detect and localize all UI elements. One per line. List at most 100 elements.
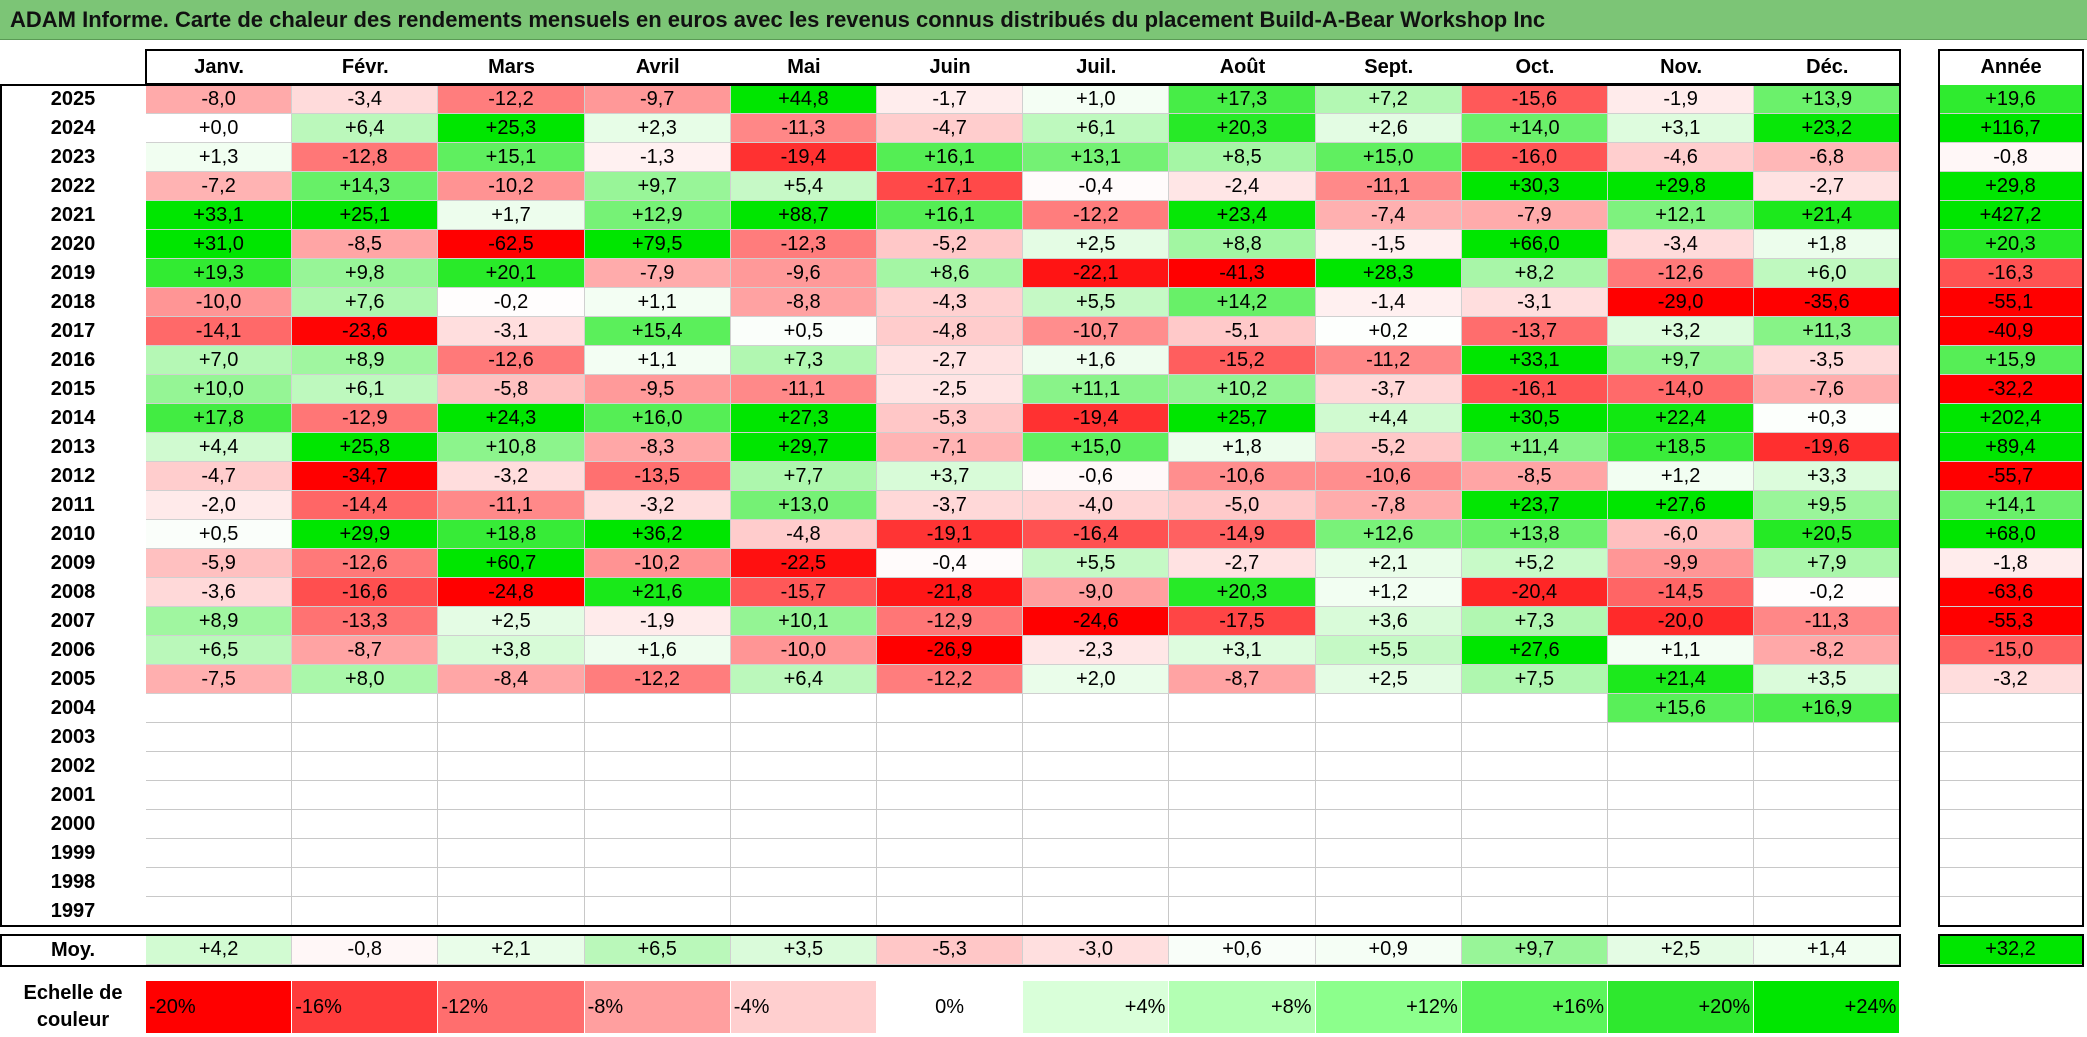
heatmap-cell: -12,9 (292, 404, 439, 433)
heatmap-cell (1754, 810, 1901, 839)
annual-cell: -40,9 (1939, 317, 2083, 346)
heatmap-cell (1023, 723, 1170, 752)
heatmap-cell: +31,0 (146, 230, 293, 259)
heatmap-cell: +8,5 (1169, 143, 1316, 172)
color-scale-step: +24% (1754, 981, 1901, 1033)
heatmap-cell (877, 694, 1024, 723)
annual-cell (1939, 868, 2083, 897)
annual-cell: +202,4 (1939, 404, 2083, 433)
heatmap-cell: -16,1 (1461, 375, 1608, 404)
heatmap-cell: +19,3 (146, 259, 293, 288)
heatmap-cell: +36,2 (584, 520, 731, 549)
annual-cell (1939, 694, 2083, 723)
annual-cell: +29,8 (1939, 172, 2083, 201)
color-scale-step: +16% (1461, 981, 1608, 1033)
annual-cell: +20,3 (1939, 230, 2083, 259)
heatmap-cell: +29,8 (1608, 172, 1755, 201)
heatmap-cell: +8,0 (292, 665, 439, 694)
heatmap-cell: +16,0 (584, 404, 731, 433)
heatmap-cell: -14,0 (1608, 375, 1755, 404)
heatmap-cell: -19,4 (730, 143, 877, 172)
heatmap-cell: -62,5 (438, 230, 585, 259)
heatmap-cell: +1,1 (1608, 636, 1755, 665)
color-scale-step: -4% (730, 981, 877, 1033)
heatmap-cell (1169, 723, 1316, 752)
heatmap-cell (1461, 781, 1608, 810)
heatmap-cell: +18,8 (438, 520, 585, 549)
heatmap-cell: +11,3 (1754, 317, 1901, 346)
heatmap-cell: -16,6 (292, 578, 439, 607)
heatmap-cell: +15,0 (1315, 143, 1462, 172)
heatmap-cell: +14,0 (1461, 114, 1608, 143)
heatmap-cell: +0,3 (1754, 404, 1901, 433)
year-label: 2013 (50, 436, 96, 458)
heatmap-cell: -8,5 (292, 230, 439, 259)
heatmap-cell: +2,5 (1315, 665, 1462, 694)
heatmap-cell: -12,6 (1608, 259, 1755, 288)
heatmap-cell (1461, 839, 1608, 868)
heatmap-cell: -21,8 (877, 578, 1024, 607)
heatmap-cell: -17,1 (877, 172, 1024, 201)
heatmap-cell (1315, 723, 1462, 752)
heatmap-cell (146, 839, 293, 868)
heatmap-cell: +13,1 (1023, 143, 1170, 172)
heatmap-cell: +25,8 (292, 433, 439, 462)
heatmap-cell: -22,1 (1023, 259, 1170, 288)
heatmap-cell: -16,0 (1461, 143, 1608, 172)
heatmap-cell: +6,5 (146, 636, 293, 665)
average-cell: +4,2 (146, 935, 293, 965)
heatmap-cell: +23,4 (1169, 201, 1316, 230)
average-cell: -5,3 (877, 935, 1024, 965)
heatmap-cell (1608, 897, 1755, 926)
heatmap-cell (292, 810, 439, 839)
heatmap-cell (1754, 723, 1901, 752)
heatmap-cell (584, 839, 731, 868)
year-label: 2003 (50, 726, 96, 748)
heatmap-cell: +13,0 (730, 491, 877, 520)
heatmap-cell: -11,1 (730, 375, 877, 404)
month-header: Nov. (1660, 56, 1703, 78)
heatmap-cell: -29,0 (1608, 288, 1755, 317)
average-cell: +2,5 (1608, 935, 1755, 965)
heatmap-cell: -4,7 (877, 114, 1024, 143)
month-header: Mars (488, 56, 535, 78)
page-title: ADAM Informe. Carte de chaleur des rende… (0, 0, 2087, 40)
year-label: 2021 (50, 204, 96, 226)
heatmap-cell: +9,7 (1608, 346, 1755, 375)
heatmap-cell: -5,8 (438, 375, 585, 404)
heatmap-cell: -1,7 (877, 85, 1024, 114)
heatmap-cell: +5,4 (730, 172, 877, 201)
heatmap-cell: +60,7 (438, 549, 585, 578)
heatmap-cell: -17,5 (1169, 607, 1316, 636)
heatmap-cell: +1,7 (438, 201, 585, 230)
heatmap-cell: -7,9 (584, 259, 731, 288)
heatmap-cell: +21,6 (584, 578, 731, 607)
heatmap-cell: -6,8 (1754, 143, 1901, 172)
heatmap-cell: +3,5 (1754, 665, 1901, 694)
annual-cell: -55,3 (1939, 607, 2083, 636)
average-annual-cell: +32,2 (1939, 935, 2083, 965)
heatmap-cell: +8,9 (146, 607, 293, 636)
year-label: 1997 (50, 900, 96, 922)
heatmap-cell: -7,8 (1315, 491, 1462, 520)
heatmap-cell: +2,5 (438, 607, 585, 636)
heatmap-cell: -2,0 (146, 491, 293, 520)
heatmap-cell (438, 839, 585, 868)
heatmap-cell: -10,6 (1169, 462, 1316, 491)
heatmap-cell: -8,0 (146, 85, 293, 114)
heatmap-cell: +0,5 (146, 520, 293, 549)
year-label: 2018 (50, 291, 96, 313)
heatmap-cell: -19,4 (1023, 404, 1170, 433)
heatmap-cell (1754, 839, 1901, 868)
heatmap-cell: -8,7 (1169, 665, 1316, 694)
heatmap-cell (292, 781, 439, 810)
heatmap-cell: -7,9 (1461, 201, 1608, 230)
annual-cell: -15,0 (1939, 636, 2083, 665)
heatmap-cell (438, 752, 585, 781)
heatmap-cell: -3,4 (292, 85, 439, 114)
heatmap-cell: -8,5 (1461, 462, 1608, 491)
heatmap-cell: +3,3 (1754, 462, 1901, 491)
heatmap-cell: -0,2 (438, 288, 585, 317)
heatmap-cell: -12,2 (877, 665, 1024, 694)
heatmap-cell (438, 723, 585, 752)
